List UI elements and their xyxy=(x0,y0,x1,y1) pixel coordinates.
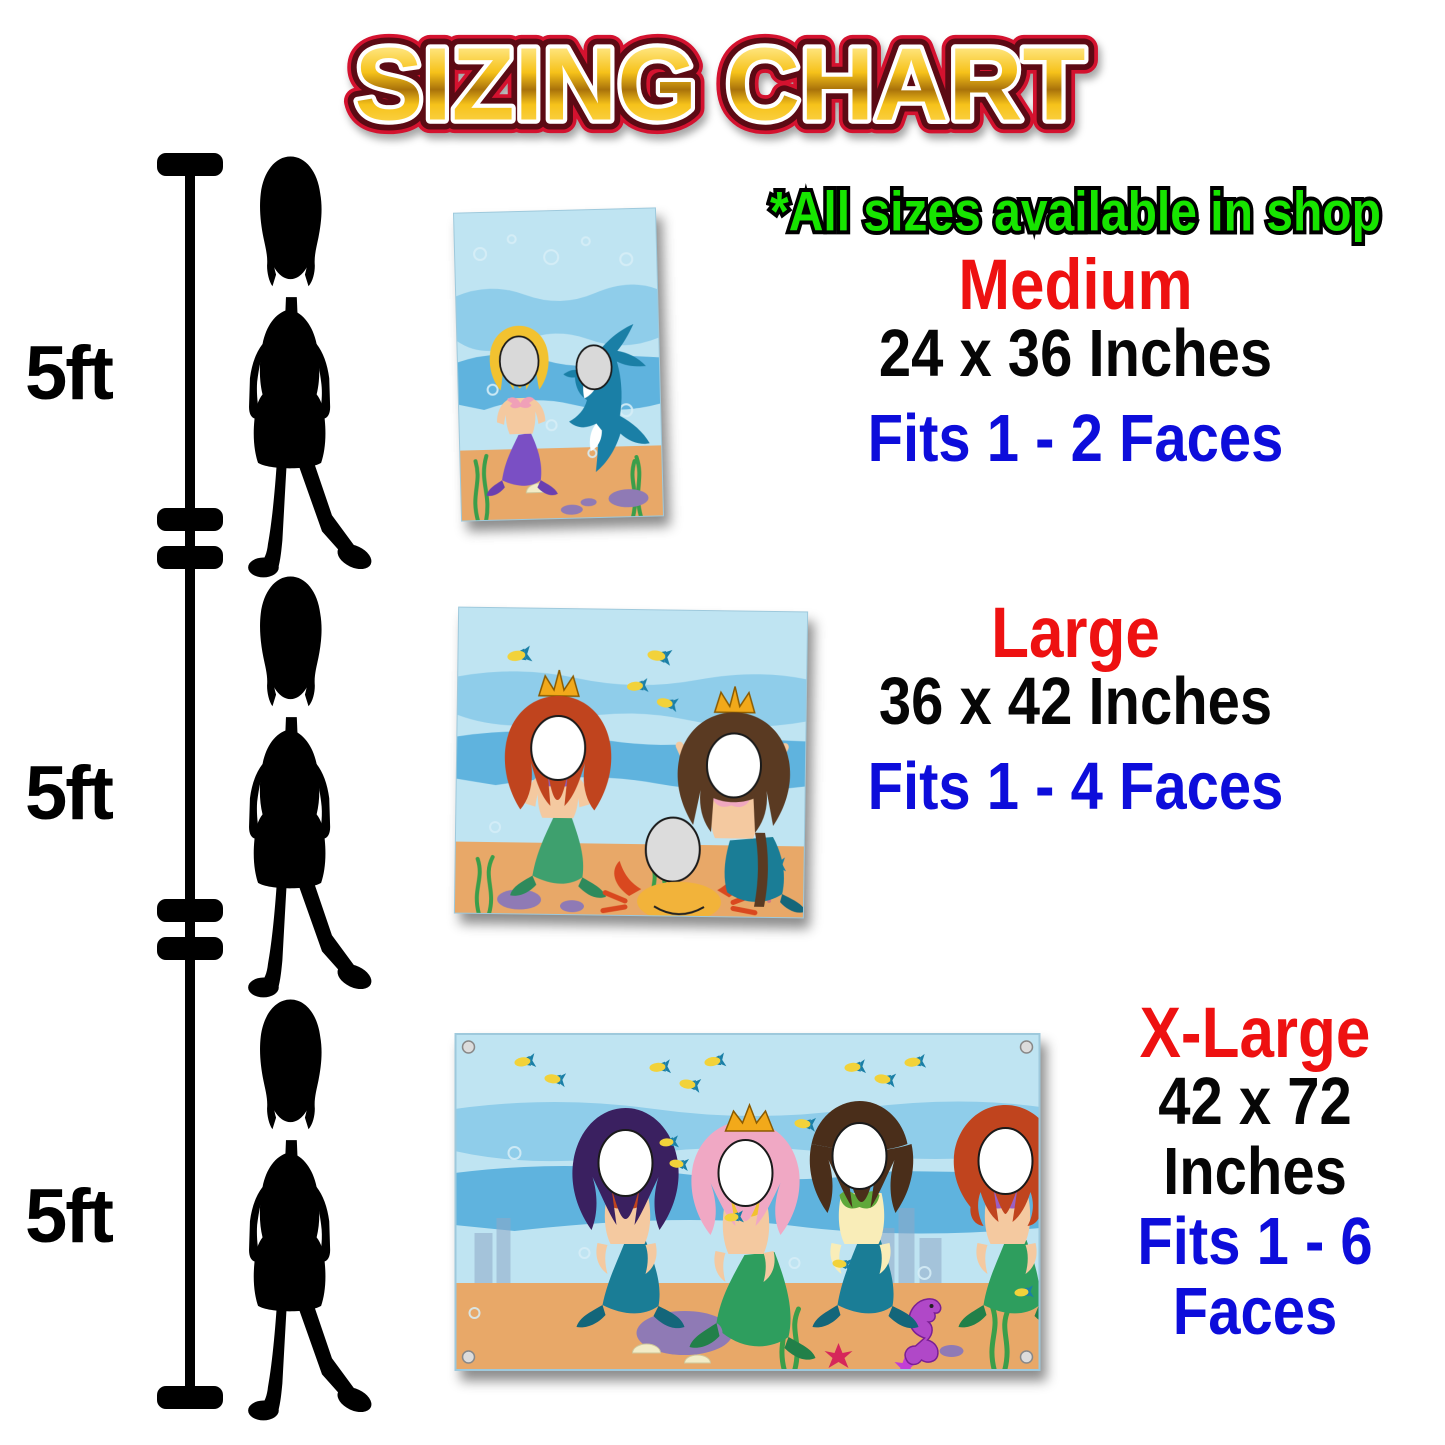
svg-text:SIZING CHART: SIZING CHART xyxy=(355,26,1086,141)
